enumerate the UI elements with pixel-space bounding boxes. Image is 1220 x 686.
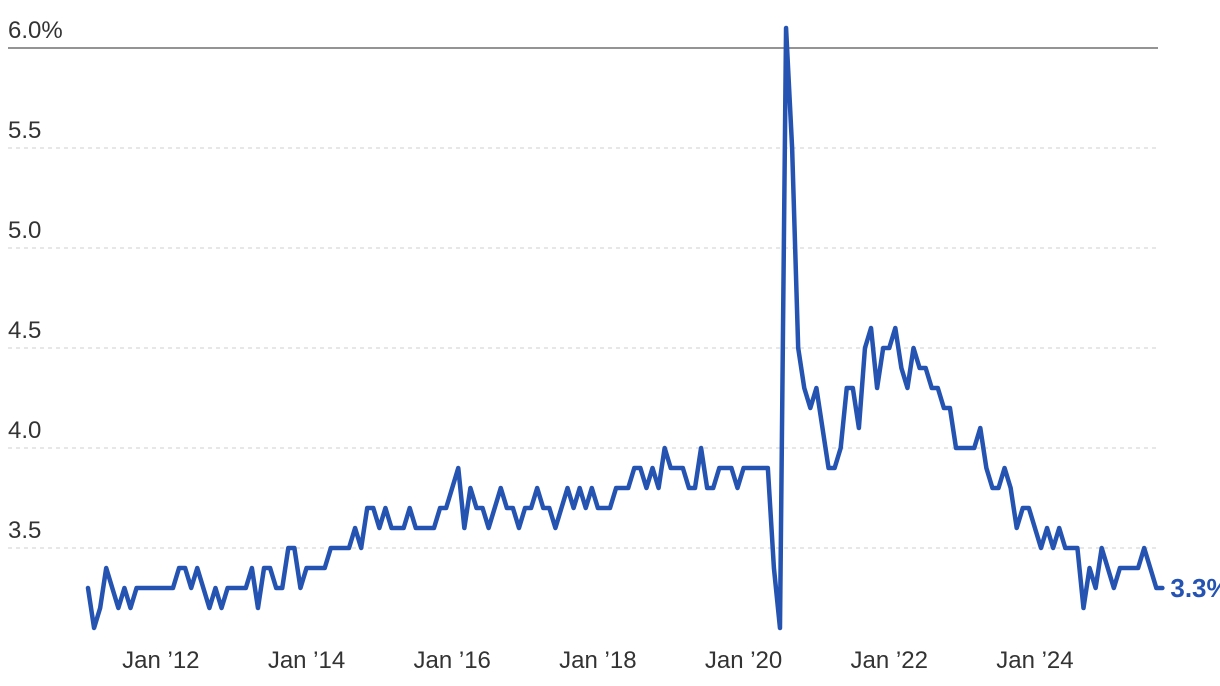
x-tick-label: Jan ’12 — [122, 647, 199, 674]
x-tick-label: Jan ’24 — [996, 647, 1073, 674]
y-tick-label: 6.0% — [8, 17, 63, 44]
x-tick-label: Jan ’16 — [414, 647, 491, 674]
end-value-label: 3.3% — [1170, 573, 1220, 603]
y-tick-label: 3.5 — [8, 517, 41, 544]
y-tick-label: 4.5 — [8, 317, 41, 344]
y-axis-labels: 3.5 4.0 4.5 5.0 5.5 6.0% — [8, 17, 63, 544]
y-tick-label: 4.0 — [8, 417, 41, 444]
end-value-labels: 3.3% — [1170, 573, 1220, 603]
x-tick-label: Jan ’18 — [559, 647, 636, 674]
x-tick-label: Jan ’22 — [851, 647, 928, 674]
y-tick-label: 5.0 — [8, 217, 41, 244]
x-tick-label: Jan ’20 — [705, 647, 782, 674]
x-axis-labels: Jan ’12 Jan ’14 Jan ’16 Jan ’18 Jan ’20 Jan ’… — [122, 647, 1073, 674]
y-tick-label: 5.5 — [8, 117, 41, 144]
gridlines — [8, 47, 1158, 549]
series-line — [85, 25, 1165, 631]
series-lines — [85, 25, 1165, 631]
x-tick-label: Jan ’14 — [268, 647, 345, 674]
